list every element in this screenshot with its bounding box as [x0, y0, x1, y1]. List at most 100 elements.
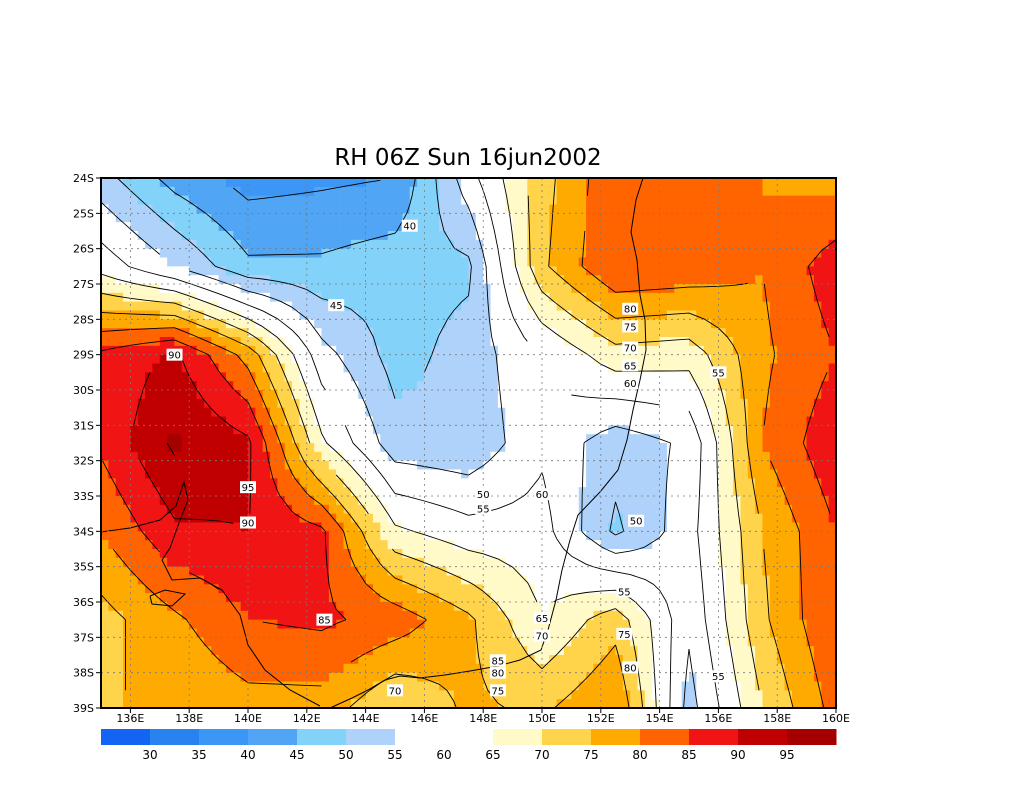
rh-cell [527, 637, 536, 647]
rh-cell [159, 487, 168, 497]
rh-cell [321, 266, 330, 276]
rh-cell [711, 248, 719, 259]
rh-cell [130, 443, 139, 453]
rh-cell [608, 416, 617, 426]
rh-cell [615, 328, 624, 338]
rh-cell [336, 319, 345, 329]
rh-cell [343, 549, 352, 559]
rh-cell [233, 690, 242, 700]
rh-cell [167, 231, 176, 241]
rh-cell [593, 381, 602, 391]
rh-cell [608, 522, 617, 532]
rh-cell [343, 186, 352, 197]
rh-cell [622, 646, 631, 656]
rh-cell [483, 178, 492, 188]
rh-cell [593, 186, 602, 197]
rh-cell [321, 284, 330, 294]
rh-cell [328, 646, 337, 656]
rh-cell [453, 540, 462, 550]
rh-cell [608, 292, 617, 303]
rh-cell [497, 257, 506, 267]
rh-cell [292, 231, 301, 241]
rh-cell [365, 354, 374, 365]
rh-cell [123, 602, 131, 612]
rh-cell [615, 345, 624, 356]
rh-cell [696, 646, 705, 656]
rh-cell [233, 416, 242, 426]
rh-cell [644, 266, 653, 276]
rh-cell [255, 513, 264, 524]
rh-cell [659, 231, 668, 241]
rh-cell [350, 478, 359, 488]
rh-cell [674, 292, 683, 303]
rh-cell [674, 328, 683, 338]
rh-cell [152, 363, 161, 373]
rh-cell [402, 504, 411, 515]
rh-cell [123, 301, 131, 312]
rh-cell [395, 584, 403, 594]
rh-cell [101, 566, 109, 577]
rh-cell [145, 496, 154, 506]
rh-cell [608, 178, 617, 188]
rh-cell [630, 504, 639, 515]
rh-cell [277, 540, 286, 550]
rh-cell [270, 363, 278, 373]
rh-cell [240, 292, 249, 303]
rh-cell [248, 213, 256, 223]
rh-cell [395, 381, 403, 391]
rh-cell [115, 690, 124, 700]
rh-cell [137, 292, 146, 303]
rh-cell [395, 363, 403, 373]
rh-cell [277, 416, 286, 426]
rh-cell [336, 266, 345, 276]
rh-cell [549, 425, 558, 435]
rh-cell [490, 319, 499, 329]
rh-cell [549, 487, 558, 497]
rh-cell [240, 425, 249, 435]
rh-cell [358, 504, 367, 515]
rh-cell [409, 434, 418, 444]
rh-cell [659, 301, 668, 312]
rh-cell [306, 345, 315, 356]
rh-cell [328, 257, 337, 267]
rh-cell [534, 390, 543, 400]
rh-cell [519, 257, 528, 267]
rh-cell [152, 504, 161, 515]
rh-cell [674, 504, 683, 515]
rh-cell [321, 337, 330, 347]
rh-cell [622, 328, 631, 338]
rh-cell [439, 610, 448, 621]
rh-cell [446, 204, 455, 214]
rh-cell [409, 575, 418, 585]
rh-cell [292, 354, 301, 365]
rh-cell [711, 239, 719, 250]
rh-cell [328, 460, 337, 471]
rh-cell [152, 284, 161, 294]
rh-cell [174, 204, 183, 214]
rh-cell [564, 372, 572, 382]
rh-cell [600, 522, 609, 532]
rh-cell [358, 425, 367, 435]
rh-cell [306, 681, 315, 691]
rh-cell [578, 310, 587, 320]
rh-cell [380, 681, 389, 691]
rh-cell [108, 584, 117, 594]
rh-cell [586, 663, 595, 674]
rh-cell [586, 292, 595, 303]
rh-cell [424, 690, 433, 700]
rh-cell [644, 690, 653, 700]
rh-cell [145, 690, 154, 700]
rh-cell [439, 213, 448, 223]
rh-cell [409, 681, 418, 691]
rh-cell [358, 487, 367, 497]
rh-cell [262, 549, 271, 559]
rh-cell [123, 248, 131, 259]
rh-cell [431, 504, 440, 515]
rh-cell [233, 593, 242, 603]
rh-cell [240, 301, 249, 312]
rh-cell [270, 292, 278, 303]
rh-cell [453, 672, 462, 683]
rh-cell [424, 584, 433, 594]
rh-cell [306, 248, 315, 259]
rh-cell [284, 266, 293, 276]
